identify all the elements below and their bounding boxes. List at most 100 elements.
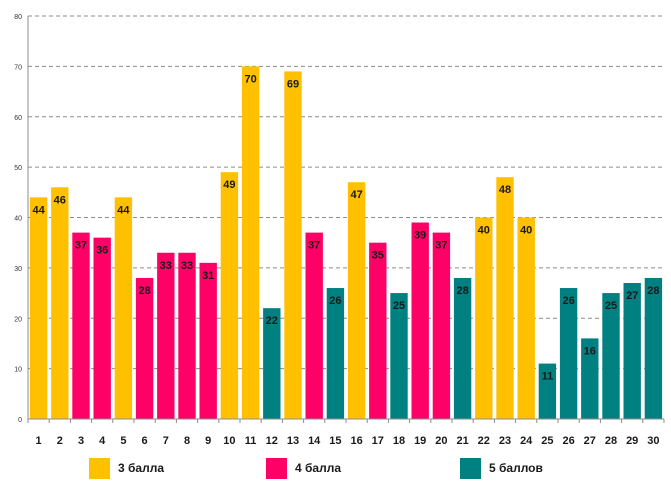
legend-label-5-ballov: 5 баллов [489,461,543,475]
x-tick-label-7: 7 [163,435,169,447]
x-tick-label-25: 25 [541,435,553,447]
y-tick-label-20: 20 [14,316,22,323]
bars: 44 46 37 36 44 28 33 33 31 49 70 22 69 37 26 47 35 25 39 37… [29,66,663,419]
y-tick-label-70: 70 [14,64,22,71]
bar-7 [157,252,175,419]
x-tick-label-8: 8 [184,435,190,447]
data-label-1: 44 [32,204,45,216]
bar-28 [602,293,620,419]
bar-18 [390,293,408,419]
y-tick-label-10: 10 [14,367,22,374]
x-tick-label-1: 1 [36,435,42,447]
legend-item-3-balla: 3 балла [89,456,164,480]
bar-11 [241,66,260,419]
bar-8 [178,252,196,419]
x-tick-label-6: 6 [142,435,148,447]
x-tick-label-12: 12 [266,435,278,447]
y-tick-label-40: 40 [14,216,22,223]
x-tick-label-17: 17 [372,435,384,447]
x-tick-label-9: 9 [205,435,211,447]
y-tick-label-60: 60 [14,115,22,122]
x-tick-label-26: 26 [562,435,574,447]
bar-1 [29,197,48,419]
x-tick-label-19: 19 [414,435,426,447]
gridlines [28,15,664,370]
x-tick-label-14: 14 [308,435,321,447]
bar-10 [220,172,239,419]
y-tick-label-50: 50 [14,165,22,172]
bar-21 [453,277,472,419]
x-tick-label-16: 16 [350,435,362,447]
bar-9 [199,262,217,419]
data-label-4: 36 [96,245,108,257]
x-tick-label-23: 23 [499,435,511,447]
data-label-15: 26 [329,295,341,307]
data-label-17: 35 [372,250,384,262]
legend-swatch-4-balla [266,457,287,479]
bar-29 [623,282,641,419]
legend-item-4-balla: 4 балла [266,456,341,480]
x-tick-label-4: 4 [99,435,106,447]
data-label-11: 70 [244,73,256,85]
bar-17 [369,242,387,419]
x-tick-label-15: 15 [329,435,341,447]
data-label-24: 40 [520,225,532,237]
x-tick-label-20: 20 [435,435,447,447]
x-tick-label-30: 30 [647,435,659,447]
data-label-25: 11 [542,371,554,383]
bar-5 [114,197,133,419]
bar-22 [475,217,493,419]
data-label-8: 33 [181,260,193,272]
x-tick-label-24: 24 [520,435,533,447]
x-axis: 1 2 3 4 5 6 7 8 9 10 11 12 13 14 15 16 17 18 19 20 21 22 23 24 2… [27,418,665,447]
bar-13 [284,71,302,419]
x-tick-label-13: 13 [287,435,299,447]
bar-14 [305,232,323,419]
data-label-13: 69 [287,78,299,90]
data-label-9: 31 [202,270,214,282]
data-label-19: 39 [414,230,426,242]
data-label-26: 26 [562,295,574,307]
legend-swatch-3-balla [89,457,110,479]
data-label-3: 37 [75,240,87,252]
legend-label-3-balla: 3 балла [118,461,165,475]
legend-swatch-5-ballov [460,457,481,479]
data-label-18: 25 [393,300,405,312]
data-label-28: 25 [605,300,617,312]
bar-15 [326,288,345,419]
data-label-27: 16 [584,345,596,357]
data-label-2: 46 [54,194,66,206]
data-label-7: 33 [160,260,172,272]
bar-24 [517,217,535,419]
legend-item-5-ballov: 5 баллов [460,456,543,480]
bar-4 [93,237,111,419]
data-label-23: 48 [499,184,511,196]
bar-30 [644,277,663,419]
bar-25 [538,363,557,419]
data-label-29: 27 [626,290,638,302]
bar-2 [51,187,69,419]
bar-27 [581,338,599,419]
y-tick-label-80: 80 [14,14,22,21]
bar-23 [496,177,514,419]
x-tick-label-18: 18 [393,435,405,447]
x-tick-label-10: 10 [223,435,235,447]
bar-3 [72,232,90,419]
data-label-16: 47 [350,189,362,201]
data-label-6: 28 [138,285,150,297]
x-tick-label-5: 5 [120,435,126,447]
data-label-20: 37 [435,240,447,252]
y-axis: 0 10 20 30 40 50 60 70 80 [14,14,29,424]
y-tick-label-30: 30 [14,266,22,273]
bar-6 [135,277,154,419]
x-tick-label-22: 22 [478,435,490,447]
data-label-14: 37 [308,240,320,252]
data-label-22: 40 [478,225,490,237]
bar-26 [559,288,578,419]
legend-label-4-balla: 4 балла [295,461,342,475]
y-tick-label-0: 0 [18,417,22,424]
x-tick-label-29: 29 [626,435,638,447]
x-tick-label-11: 11 [245,435,257,447]
x-tick-label-27: 27 [584,435,596,447]
